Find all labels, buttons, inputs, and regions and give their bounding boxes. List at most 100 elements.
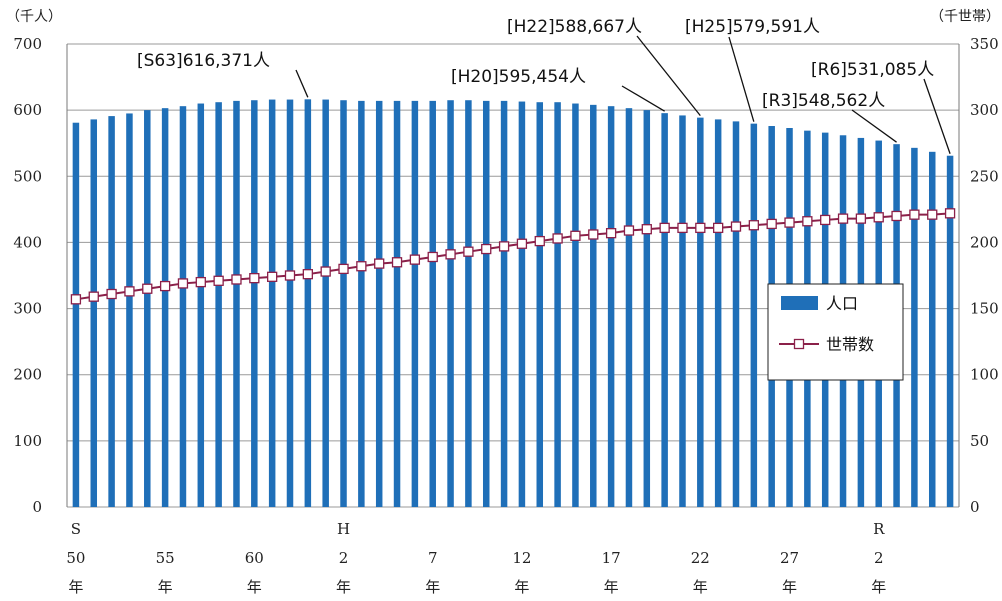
household-marker (944, 208, 956, 219)
population-bar (375, 100, 383, 507)
household-marker (855, 213, 867, 224)
x-tick-label: 年 (693, 578, 708, 596)
x-tick-label: 年 (604, 578, 619, 596)
population-bar (90, 119, 98, 507)
household-marker (837, 213, 849, 224)
x-tick-label: 17 (602, 549, 621, 567)
left-tick-label: 700 (13, 35, 42, 53)
x-tick-label: S (71, 520, 81, 538)
right-tick-label: 50 (970, 432, 989, 450)
population-bar (233, 100, 240, 507)
x-tick-label: 年 (68, 578, 83, 596)
population-bar (572, 103, 579, 508)
population-bar (161, 108, 169, 507)
left-tick-label: 200 (13, 366, 42, 384)
household-marker (891, 210, 902, 222)
household-marker (88, 291, 99, 302)
left-tick-label: 300 (13, 300, 42, 318)
x-tick-label: R (873, 520, 885, 538)
x-tick-label: 年 (514, 578, 529, 596)
population-bar (697, 117, 704, 507)
population-bar (928, 151, 936, 507)
household-marker (677, 222, 688, 234)
population-bar (340, 100, 347, 507)
population-bar (590, 104, 597, 507)
household-marker (338, 263, 349, 275)
household-marker (605, 228, 617, 239)
population-bar (322, 99, 329, 507)
left-axis-ticks: 0 100 200 300 400 500 600 700 (13, 35, 42, 516)
household-marker (124, 286, 135, 297)
household-marker (391, 257, 403, 268)
household-marker (730, 221, 742, 232)
x-tick-label: 12 (512, 549, 531, 567)
right-tick-label: 300 (970, 101, 999, 119)
population-bar (911, 147, 918, 507)
population-bar (144, 110, 151, 508)
household-marker (427, 251, 438, 263)
annotation-leader-line (728, 36, 755, 122)
left-tick-label: 600 (13, 101, 42, 119)
population-bar (750, 123, 758, 507)
household-marker (320, 266, 331, 277)
population-bar (358, 100, 365, 507)
x-tick-label: 50 (66, 549, 85, 567)
x-tick-label: 年 (158, 578, 173, 596)
population-bar (482, 100, 490, 507)
household-marker (463, 246, 474, 257)
household-marker (445, 249, 456, 260)
annotation-label: [H25]579,591人 (685, 17, 820, 37)
annotations: [S63]616,371人 [H20]595,454人 [H22]588,667人 [… (137, 17, 951, 154)
population-bar (625, 108, 633, 507)
population-bar (72, 122, 80, 508)
household-marker (213, 275, 224, 286)
household-marker (195, 276, 206, 288)
household-marker (302, 269, 313, 280)
x-tick-label: 55 (156, 549, 175, 567)
right-axis-ticks: 0 50 100 150 200 250 300 350 (970, 35, 999, 516)
left-tick-label: 100 (13, 432, 42, 450)
annotation-label: [H20]595,454人 (451, 67, 586, 87)
x-tick-label: 22 (691, 549, 710, 567)
x-tick-label: 年 (871, 578, 886, 596)
x-axis-labels: S 50 年 55 年 60 年 H 2 年 7 年 12 年 17 年 22 年 27 年 R 2 年 (66, 520, 886, 596)
left-tick-label: 500 (13, 167, 42, 185)
x-tick-label: 年 (425, 578, 440, 596)
household-marker (588, 229, 599, 240)
population-bar (251, 100, 258, 507)
household-marker (570, 230, 581, 241)
annotation: [R6]531,085人 (811, 60, 951, 154)
population-bar (518, 101, 526, 508)
household-marker (249, 272, 260, 284)
annotation-leader-line (923, 78, 951, 154)
population-bar (108, 116, 115, 508)
household-marker (695, 222, 706, 234)
population-bar (447, 100, 454, 507)
left-axis-unit: （千人） (6, 9, 62, 25)
household-marker (498, 241, 510, 252)
household-marker (641, 224, 652, 235)
annotation-leader-line (851, 109, 897, 143)
population-bar (732, 121, 740, 507)
left-tick-label: 400 (13, 233, 42, 251)
annotation-label: [R6]531,085人 (811, 60, 934, 80)
population-bar (197, 103, 205, 508)
household-marker (784, 217, 795, 228)
annotation: [S63]616,371人 (137, 51, 309, 98)
household-marker (374, 258, 385, 269)
legend-label-household: 世帯数 (826, 335, 874, 354)
household-marker (481, 243, 492, 255)
x-tick-label: 年 (247, 578, 262, 596)
household-markers (70, 208, 956, 305)
x-tick-label: 27 (780, 549, 799, 567)
household-marker (106, 288, 117, 300)
population-bar (607, 106, 615, 507)
household-marker (802, 216, 813, 227)
household-marker (766, 218, 777, 230)
x-tick-label: 7 (428, 549, 438, 567)
household-marker (623, 225, 635, 236)
right-tick-label: 350 (970, 35, 999, 53)
x-tick-label: 60 (245, 549, 264, 567)
